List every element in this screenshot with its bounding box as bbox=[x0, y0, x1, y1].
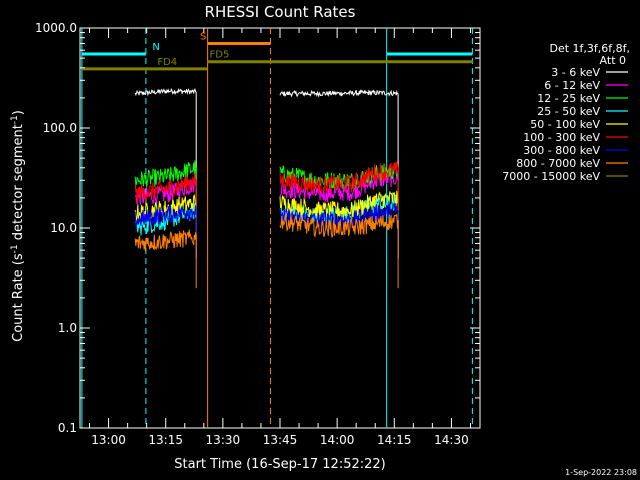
series-trace bbox=[279, 161, 399, 194]
annotation-label-FD5: FD5 bbox=[210, 50, 230, 61]
y-axis-label: Count Rate (s-1 detector segment-1) bbox=[10, 110, 26, 342]
x-tick-label: 13:00 bbox=[91, 433, 126, 447]
x-axis-label: Start Time (16-Sep-17 12:52:22) bbox=[174, 457, 385, 472]
x-tick-label: 14:30 bbox=[434, 433, 469, 447]
annotation-label-N: N bbox=[152, 42, 159, 53]
series-trace bbox=[134, 172, 197, 203]
series-trace bbox=[279, 212, 399, 239]
x-tick-label: 13:30 bbox=[206, 433, 241, 447]
series-trace bbox=[134, 87, 197, 97]
y-tick-label: 1.0 bbox=[58, 321, 77, 335]
annotation-bars: N S FD4 FD5 bbox=[81, 31, 473, 71]
legend-entry-label: 6 - 12 keV bbox=[544, 79, 600, 92]
x-tick-label: 14:00 bbox=[320, 433, 355, 447]
x-tick-label: 14:15 bbox=[377, 433, 412, 447]
y-tick-label: 1000.0 bbox=[35, 21, 77, 35]
y-axis-label-mid: detector segment bbox=[11, 124, 26, 244]
series-800_7000keV bbox=[134, 212, 399, 289]
footer-timestamp: 1-Sep-2022 23:08 bbox=[565, 468, 637, 477]
series-trace bbox=[279, 190, 399, 219]
legend-header-line-1: Det 1f,3f,6f,8f, bbox=[549, 42, 630, 55]
legend-entry-label: 3 - 6 keV bbox=[551, 66, 600, 79]
y-axis-label-sup: -1 bbox=[10, 244, 20, 253]
y-tick-label: 10.0 bbox=[50, 221, 77, 235]
series-trace bbox=[134, 160, 197, 188]
legend-entry-label: 300 - 800 keV bbox=[523, 144, 600, 157]
x-tick-label: 13:45 bbox=[263, 433, 298, 447]
legend-entry-label: 12 - 25 keV bbox=[537, 92, 600, 105]
series-lines bbox=[134, 87, 399, 289]
legend-entry-label: 25 - 50 keV bbox=[537, 105, 600, 118]
y-axis-label-prefix: Count Rate (s bbox=[11, 253, 26, 342]
series-trace bbox=[279, 89, 399, 98]
y-axis-label-suffix: ) bbox=[11, 110, 26, 115]
series-trace bbox=[134, 229, 197, 252]
y-axis-label-sup2: -1 bbox=[10, 115, 20, 124]
legend-entry-label: 800 - 7000 keV bbox=[516, 157, 600, 170]
y-axis-ticks: 0.1 1.0 10.0 100.0 1000.0 bbox=[35, 21, 480, 435]
chart-title: RHESSI Count Rates bbox=[205, 3, 356, 21]
x-tick-label: 13:15 bbox=[148, 433, 183, 447]
series-trace bbox=[279, 203, 399, 230]
x-axis-ticks: 13:00 13:15 13:30 13:45 14:00 14:15 14:30 bbox=[89, 28, 471, 447]
annotation-label-S: S bbox=[200, 31, 206, 42]
legend-header-line-2: Att 0 bbox=[600, 54, 626, 67]
y-tick-label: 0.1 bbox=[58, 421, 77, 435]
series-trace bbox=[134, 204, 197, 228]
legend-entry-label: 100 - 300 keV bbox=[523, 131, 600, 144]
annotation-label-FD4: FD4 bbox=[157, 57, 177, 68]
y-tick-label: 100.0 bbox=[43, 121, 77, 135]
legend-entry-label: 50 - 100 keV bbox=[530, 118, 600, 131]
legend-entry-label: 7000 - 15000 keV bbox=[502, 170, 600, 183]
